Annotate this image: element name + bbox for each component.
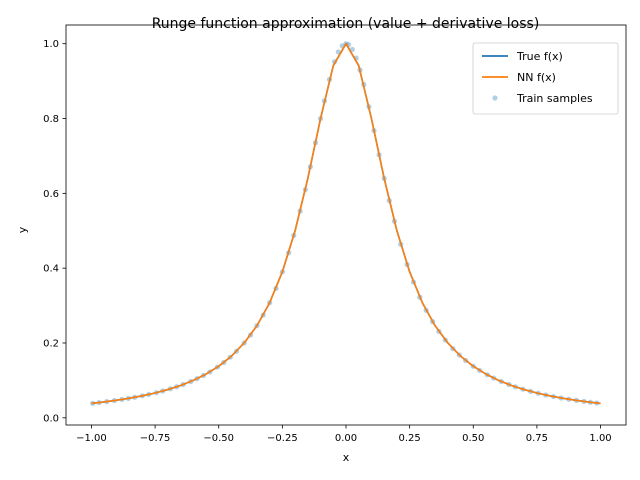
legend-label-nn: NN f(x) bbox=[517, 71, 556, 84]
legend-box bbox=[472, 42, 619, 115]
x-tick-label: 1.00 bbox=[589, 433, 611, 444]
y-tick-label: 0.6 bbox=[43, 189, 59, 200]
train-sample-point bbox=[349, 46, 355, 53]
legend-swatch-samples bbox=[492, 95, 498, 101]
legend-label-true: True f(x) bbox=[516, 50, 563, 63]
legend: True f(x) NN f(x) Train samples bbox=[472, 42, 619, 115]
y-tick-label: 0.8 bbox=[43, 114, 59, 125]
x-tick-label: 0.50 bbox=[462, 433, 484, 444]
y-axis-ticks: 0.0 0.2 0.4 0.6 0.8 1.0 bbox=[43, 39, 66, 424]
y-tick-label: 0.4 bbox=[43, 264, 59, 275]
axes-frame bbox=[65, 24, 627, 426]
x-tick-label: −0.25 bbox=[267, 433, 298, 444]
chart-title: Runge function approximation (value + de… bbox=[152, 16, 540, 32]
x-tick-label: 0.00 bbox=[335, 433, 357, 444]
x-tick-label: −1.00 bbox=[76, 433, 107, 444]
y-tick-label: 1.0 bbox=[43, 39, 59, 50]
x-axis-label: x bbox=[343, 451, 350, 464]
x-tick-label: 0.25 bbox=[399, 433, 421, 444]
y-axis-label: y bbox=[16, 226, 29, 233]
x-tick-label: 0.75 bbox=[526, 433, 548, 444]
series-layer bbox=[90, 41, 601, 406]
y-tick-label: 0.0 bbox=[43, 413, 59, 424]
nn-fx-line bbox=[91, 42, 601, 405]
y-tick-label: 0.2 bbox=[43, 338, 59, 349]
x-axis-ticks: −1.00 −0.75 −0.50 −0.25 0.00 0.25 0.50 0.75 1.00 bbox=[76, 425, 612, 444]
x-tick-label: −0.75 bbox=[140, 433, 171, 444]
legend-label-samples: Train samples bbox=[516, 92, 593, 105]
x-tick-label: −0.50 bbox=[203, 433, 234, 444]
plot-area: −1.00 −0.75 −0.50 −0.25 0.00 0.25 0.50 0.75 1.00… bbox=[43, 24, 627, 444]
